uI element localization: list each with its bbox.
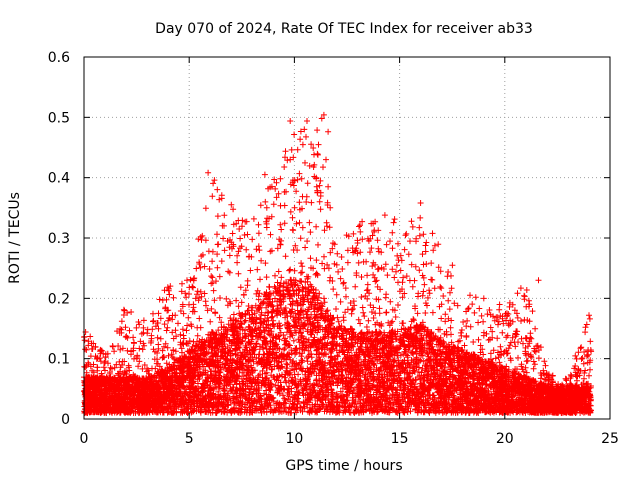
- x-tick-label: 5: [185, 431, 194, 447]
- roti-markers: [81, 111, 595, 416]
- y-tick-label: 0.5: [48, 110, 70, 126]
- grid-lines: [84, 57, 610, 419]
- axis-ticks: [83, 56, 611, 420]
- y-tick-label: 0.4: [48, 171, 70, 187]
- y-tick-label: 0: [61, 412, 70, 428]
- x-tick-label: 0: [80, 431, 89, 447]
- y-tick-labels: 0 0.1 0.2 0.3 0.4 0.5 0.6: [48, 50, 70, 428]
- chart-title: Day 070 of 2024, Rate Of TEC Index for r…: [155, 21, 533, 37]
- y-tick-label: 0.3: [48, 231, 70, 247]
- y-tick-label: 0.1: [48, 352, 70, 368]
- x-tick-label: 10: [285, 431, 303, 447]
- x-tick-label: 20: [496, 431, 514, 447]
- data-points: [81, 111, 595, 416]
- y-tick-label: 0.2: [48, 291, 70, 307]
- x-tick-label: 15: [391, 431, 409, 447]
- y-axis-label: ROTI / TECUs: [7, 192, 23, 284]
- x-tick-label: 25: [601, 431, 619, 447]
- x-axis-label: GPS time / hours: [285, 458, 402, 474]
- x-tick-labels: 0 5 10 15 20 25: [80, 431, 619, 447]
- y-tick-label: 0.6: [48, 50, 70, 66]
